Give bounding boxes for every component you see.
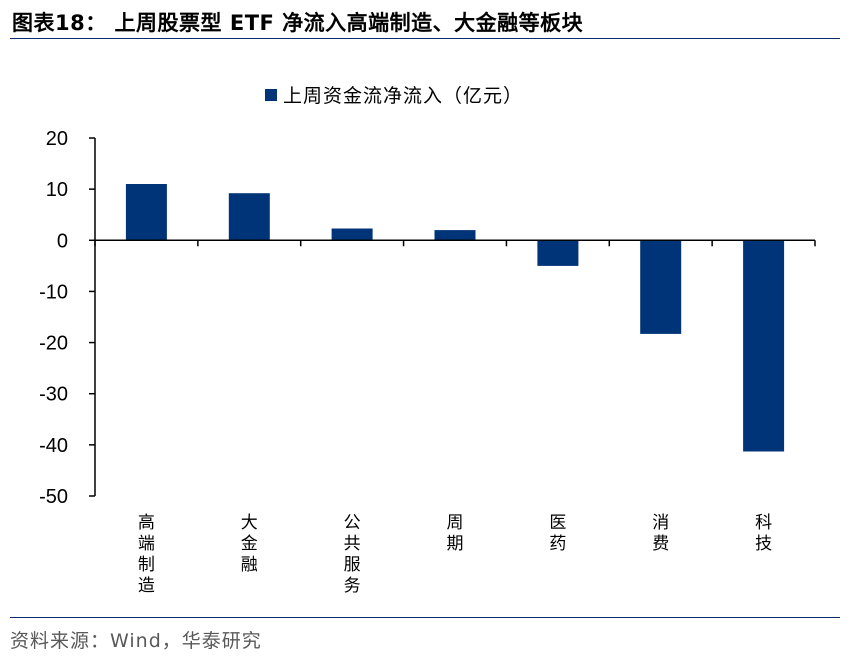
legend-swatch bbox=[265, 89, 277, 101]
y-tick-label: -50 bbox=[39, 486, 68, 508]
source-note: 资料来源：Wind，华泰研究 bbox=[10, 630, 262, 652]
category-label: 科技 bbox=[755, 513, 772, 554]
footer-bar: 资料来源：Wind，华泰研究 bbox=[10, 617, 840, 662]
bar-医药 bbox=[537, 240, 579, 266]
figure-title: 图表18： 上周股票型 ETF 净流入高端制造、大金融等板块 bbox=[12, 11, 584, 35]
bar-高端制造 bbox=[125, 184, 167, 241]
y-tick-label: 10 bbox=[46, 179, 68, 201]
bar-周期 bbox=[434, 230, 476, 241]
bar-消费 bbox=[640, 240, 682, 334]
category-label: 医药 bbox=[549, 513, 566, 554]
category-label: 公共服务 bbox=[344, 513, 361, 596]
header-bar: 图表18： 上周股票型 ETF 净流入高端制造、大金融等板块 bbox=[10, 4, 840, 39]
y-tick-label: 0 bbox=[57, 230, 68, 252]
y-tick-label: 20 bbox=[46, 128, 68, 150]
category-label: 消费 bbox=[652, 513, 669, 554]
bar-科技 bbox=[743, 240, 785, 452]
bar-大金融 bbox=[228, 193, 270, 241]
legend-label: 上周资金流净流入（亿元） bbox=[283, 85, 523, 107]
category-label: 大金融 bbox=[241, 513, 258, 575]
category-label: 周期 bbox=[447, 513, 464, 554]
y-tick-label: -40 bbox=[39, 435, 68, 457]
bar-公共服务 bbox=[331, 228, 373, 241]
y-tick-label: -10 bbox=[39, 281, 68, 303]
y-tick-label: -20 bbox=[39, 333, 68, 355]
y-tick-label: -30 bbox=[39, 384, 68, 406]
category-label: 高端制造 bbox=[138, 513, 155, 596]
